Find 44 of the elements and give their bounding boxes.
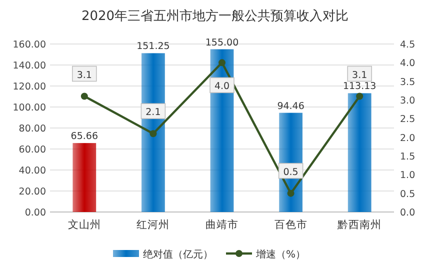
legend-label: 增速（%） — [255, 248, 306, 260]
point — [150, 130, 157, 138]
y2-tick-label: 3.5 — [400, 76, 416, 88]
legend-label: 绝对值（亿元） — [143, 248, 213, 260]
y2-tick-label: 3.0 — [400, 96, 416, 106]
y2-tick-label: 2.0 — [400, 132, 416, 144]
data-label: 3.1 — [76, 70, 92, 81]
data-label: 113.13 — [342, 81, 376, 92]
y-tick-label: 80.00 — [18, 124, 46, 134]
y2-tick-label: 0.0 — [400, 208, 416, 218]
point — [356, 92, 364, 100]
data-label: 151.25 — [136, 41, 170, 52]
y2-tick-label: 4.0 — [400, 58, 416, 70]
y-tick-label: 140.00 — [12, 60, 46, 72]
y2-tick-label: 2.5 — [400, 114, 416, 126]
point — [287, 190, 294, 197]
x-tick-label: 红河州 — [136, 218, 170, 231]
data-label: 155.00 — [205, 37, 239, 48]
point — [218, 59, 226, 66]
data-label: 94.46 — [277, 100, 304, 112]
y2-tick-label: 1.0 — [400, 170, 416, 182]
data-label: 2.1 — [146, 107, 161, 118]
data-label: 65.66 — [70, 131, 98, 142]
y-tick-label: 60.00 — [18, 144, 46, 156]
y-tick-label: 0.00 — [24, 208, 46, 218]
y-tick-label: 40.00 — [18, 166, 46, 176]
x-tick-label: 黔西南州 — [336, 218, 382, 231]
y2-tick-label: 4.5 — [400, 40, 416, 50]
data-label: 3.1 — [352, 70, 368, 81]
y-tick-label: 100.00 — [12, 102, 46, 114]
y-tick-label: 120.00 — [12, 82, 46, 92]
y-tick-label: 160.00 — [12, 40, 46, 50]
x-tick-label: 百色市 — [274, 218, 308, 231]
x-tick-label: 文山州 — [68, 218, 101, 231]
y2-tick-label: 0.5 — [400, 188, 416, 200]
chart-title: 2020年三省五州市地方一般公共预算收入对比 — [81, 8, 349, 24]
x-tick-label: 曲靖市 — [206, 218, 238, 231]
data-label: 0.5 — [283, 166, 298, 178]
point — [80, 92, 88, 100]
y2-tick-label: 1.5 — [400, 152, 416, 162]
bar — [348, 93, 372, 212]
bar — [72, 143, 96, 212]
y-tick-label: 20.00 — [18, 186, 46, 198]
data-label: 4.0 — [214, 81, 230, 92]
